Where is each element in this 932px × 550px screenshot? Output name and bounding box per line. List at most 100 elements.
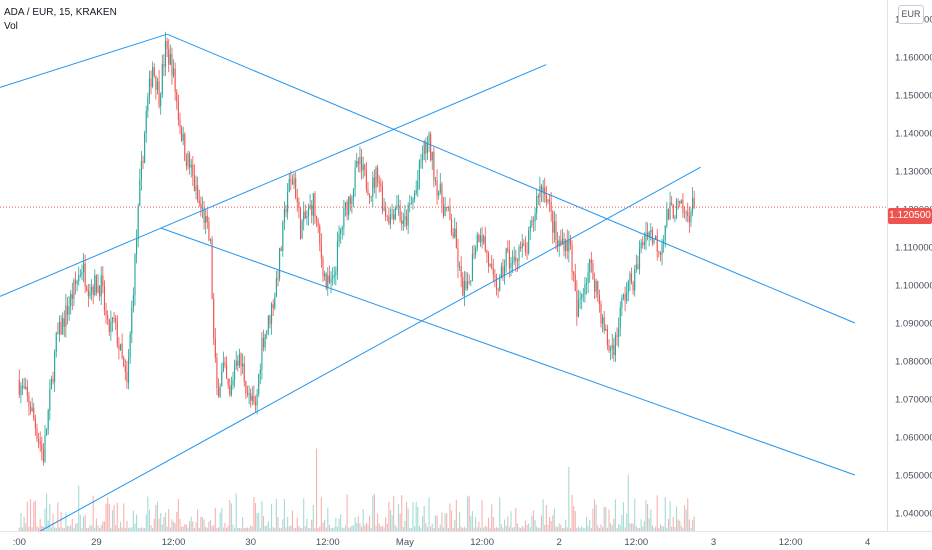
volume-bar	[39, 519, 41, 532]
trendline-upper-resistance[interactable]	[166, 33, 856, 324]
volume-bar	[677, 519, 679, 532]
volume-bar	[680, 525, 682, 532]
candle	[537, 193, 539, 206]
time-tick-label: 2	[557, 537, 562, 548]
candle	[373, 169, 375, 194]
volume-bar	[279, 527, 281, 532]
candle	[545, 185, 547, 207]
candle	[438, 190, 440, 200]
volume-bar	[324, 520, 326, 532]
candle	[592, 259, 594, 280]
volume-bar	[95, 518, 97, 532]
volume-bar	[656, 495, 658, 532]
candle	[465, 271, 467, 291]
candle	[18, 369, 20, 399]
currency-button[interactable]: EUR	[898, 5, 924, 24]
candle	[425, 137, 427, 163]
volume-bar	[574, 511, 576, 532]
volume-bar	[478, 521, 480, 532]
price-axis[interactable]: 1.1700001.1600001.1500001.1400001.130000…	[895, 15, 932, 520]
volume-bar	[158, 518, 160, 532]
candle	[542, 180, 544, 203]
trendline-upper-resistance[interactable]	[0, 33, 168, 88]
candle	[174, 62, 176, 101]
candle	[131, 300, 133, 343]
volume-bar	[584, 527, 586, 532]
candle	[332, 267, 334, 286]
volume-bar	[426, 527, 428, 532]
candle	[667, 208, 670, 221]
volume-bar	[417, 506, 419, 532]
candle	[364, 163, 366, 177]
volume-bar	[127, 527, 130, 532]
candle	[441, 181, 443, 213]
candle	[626, 282, 628, 304]
volume-bar	[410, 527, 412, 532]
symbol-title[interactable]: ADA / EUR, 15, KRAKEN	[4, 7, 117, 18]
price-tick-label: 1.060000	[895, 433, 932, 444]
volume-bar	[663, 526, 665, 532]
price-tick-label: 1.070000	[895, 395, 932, 406]
volume-bar	[57, 502, 59, 532]
volume-indicator-label[interactable]: Vol	[4, 21, 18, 32]
candle	[86, 284, 88, 292]
candle	[340, 227, 342, 244]
volume-bar	[46, 493, 48, 532]
volume-bar	[614, 499, 616, 532]
trendline-channel-bottom[interactable]	[38, 166, 701, 533]
candle	[95, 274, 97, 296]
candle	[618, 317, 620, 348]
candle	[314, 191, 316, 224]
volume-bar	[298, 526, 300, 532]
volume-bar	[214, 507, 216, 532]
candle	[274, 292, 276, 311]
volume-bar	[44, 508, 46, 532]
volume-bar	[476, 527, 478, 532]
candle	[489, 263, 491, 268]
volume-bar	[148, 509, 150, 532]
volume-bar	[54, 527, 56, 532]
price-tick-label: 1.080000	[895, 357, 932, 368]
volume-bar	[616, 527, 618, 532]
volume-bar	[643, 521, 645, 532]
volume-bar	[356, 523, 358, 532]
candle	[433, 146, 435, 188]
candle	[682, 193, 684, 218]
trendline-channel-top[interactable]	[0, 64, 547, 297]
volume-bar	[500, 524, 502, 532]
candle	[34, 414, 36, 436]
volume-bar	[301, 528, 303, 532]
trendline-lower-support[interactable]	[160, 227, 856, 476]
candle	[426, 135, 428, 161]
candle	[598, 289, 600, 313]
candle	[266, 330, 268, 340]
volume-bar	[107, 497, 109, 532]
volume-bar	[110, 527, 112, 532]
volume-bar	[626, 513, 628, 532]
candle	[155, 75, 157, 100]
candle	[653, 238, 655, 245]
volume-bar	[483, 527, 485, 532]
volume-bar	[377, 513, 379, 532]
candle	[150, 70, 152, 95]
candle	[65, 293, 67, 338]
candle	[209, 238, 212, 245]
volume-bar	[288, 526, 290, 532]
volume-bar	[560, 524, 562, 532]
candle	[663, 234, 665, 253]
volume-bar	[256, 513, 258, 532]
volume-bar	[83, 516, 85, 532]
volume-bar	[62, 527, 64, 532]
candle	[499, 274, 501, 292]
candle	[454, 217, 456, 239]
volume-bar	[282, 519, 284, 532]
volume-bar	[203, 519, 205, 532]
candle	[126, 361, 128, 389]
trendlines[interactable]	[0, 33, 856, 533]
candle	[473, 244, 475, 260]
candle	[428, 131, 430, 153]
time-axis[interactable]: :00 29 12:00 30 12:00 May 12:00 2 12:00 3 12:00 4	[13, 537, 871, 548]
candle	[352, 188, 355, 208]
volume-bar	[565, 519, 567, 532]
